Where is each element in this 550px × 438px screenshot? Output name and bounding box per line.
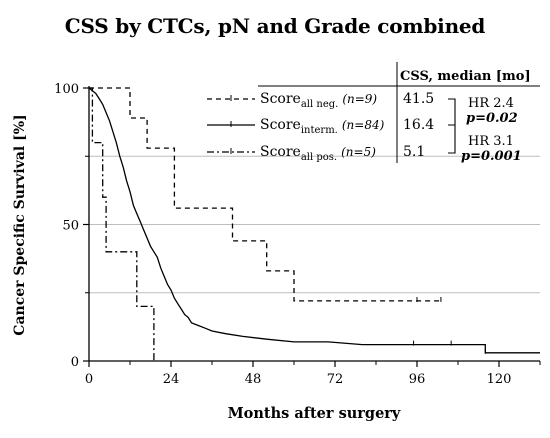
series-line-0 — [89, 87, 441, 302]
x-tick-label: 72 — [327, 372, 344, 387]
p-value-label: p=0.001 — [461, 149, 522, 164]
y-tick-label: 0 — [71, 355, 79, 370]
hr-bracket — [448, 124, 456, 154]
legend-median: 41.5 — [403, 91, 434, 107]
series-line-2 — [89, 87, 155, 361]
x-tick-label: 48 — [245, 372, 262, 387]
hr-label: HR 2.4 — [468, 96, 514, 111]
x-tick-label: 24 — [163, 372, 180, 387]
chart-title: CSS by CTCs, pN and Grade combined — [64, 14, 486, 38]
legend-label: Scoreinterm. (n=84) — [260, 117, 385, 136]
gridlines — [89, 155, 540, 294]
y-tick-label: 100 — [54, 82, 79, 97]
legend-median: 5.1 — [403, 144, 425, 160]
hr-label: HR 3.1 — [468, 134, 514, 149]
survival-curves — [88, 87, 540, 361]
hr-bracket — [448, 98, 456, 126]
axes: 0 24 48 72 96 120 0 50 100 — [54, 82, 541, 387]
x-tick-label: 120 — [487, 372, 512, 387]
legend-label: Scoreall neg. (n=9) — [260, 91, 377, 110]
legend-label: Scoreall pos. (n=5) — [260, 144, 376, 163]
x-axis-label: Months after surgery — [228, 405, 401, 422]
series-line-1 — [88, 87, 540, 354]
legend: CSS, median [mo] Scoreall neg. (n=9) 41.5 Sc… — [207, 62, 540, 164]
legend-median: 16.4 — [403, 117, 434, 133]
legend-header: CSS, median [mo] — [400, 69, 531, 84]
p-value-label: p=0.02 — [466, 111, 518, 126]
y-tick-label: 50 — [62, 219, 79, 234]
x-tick-label: 96 — [409, 372, 426, 387]
y-axis-label: Cancer Specific Survival [%] — [12, 114, 28, 335]
x-tick-label: 0 — [85, 372, 93, 387]
